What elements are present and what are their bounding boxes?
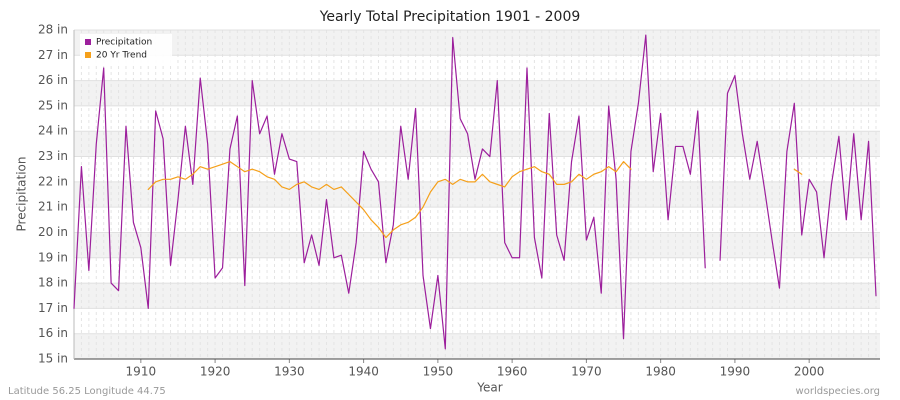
- grid: [73, 29, 880, 360]
- y-tick-label: 19 in: [38, 250, 68, 264]
- x-axis-label: Year: [476, 381, 502, 395]
- y-tick-label: 25 in: [38, 98, 68, 112]
- y-tick-label: 16 in: [38, 326, 68, 340]
- x-tick-label: 1910: [126, 365, 157, 379]
- x-tick-label: 1990: [720, 365, 751, 379]
- x-tick-label: 1950: [423, 365, 454, 379]
- legend-marker: [85, 52, 91, 58]
- y-tick-label: 20 in: [38, 225, 68, 239]
- grid-band: [74, 181, 880, 208]
- data-line: [73, 34, 877, 350]
- y-axis-label: Precipitation: [15, 156, 29, 231]
- chart-title: Yearly Total Precipitation 1901 - 2009: [319, 9, 581, 25]
- x-tick-label: 1960: [497, 365, 528, 379]
- grid-band: [74, 232, 880, 258]
- data-line: [147, 161, 803, 239]
- y-tick-label: 18 in: [38, 276, 68, 290]
- y-tick-label: 21 in: [38, 200, 68, 214]
- grid-band: [74, 30, 880, 56]
- x-tick-label: 1920: [200, 365, 231, 379]
- x-tick-label: 1970: [571, 365, 602, 379]
- x-tick-label: 2000: [794, 365, 825, 379]
- y-tick-label: 15 in: [38, 352, 68, 366]
- legend-box: [80, 34, 172, 64]
- grid-band: [74, 283, 880, 309]
- x-tick-label: 1940: [348, 365, 379, 379]
- y-tick-label: 26 in: [38, 73, 68, 87]
- y-tick-label: 17 in: [38, 301, 68, 315]
- grid-band: [74, 333, 880, 359]
- legend-label: 20 Yr Trend: [96, 51, 147, 61]
- y-tick-label: 23 in: [38, 149, 68, 163]
- y-tick-label: 28 in: [38, 23, 68, 37]
- grid-band: [74, 80, 880, 106]
- legend-label: Precipitation: [96, 38, 152, 48]
- y-tick-label: 27 in: [38, 48, 68, 62]
- footer-left: Latitude 56.25 Longitude 44.75: [8, 386, 166, 397]
- y-tick-label: 22 in: [38, 174, 68, 188]
- y-tick-label: 24 in: [38, 124, 68, 138]
- footer-right: worldspecies.org: [796, 386, 880, 397]
- legend-marker: [85, 39, 91, 45]
- x-tick-label: 1930: [274, 365, 305, 379]
- x-tick-label: 1980: [645, 365, 676, 379]
